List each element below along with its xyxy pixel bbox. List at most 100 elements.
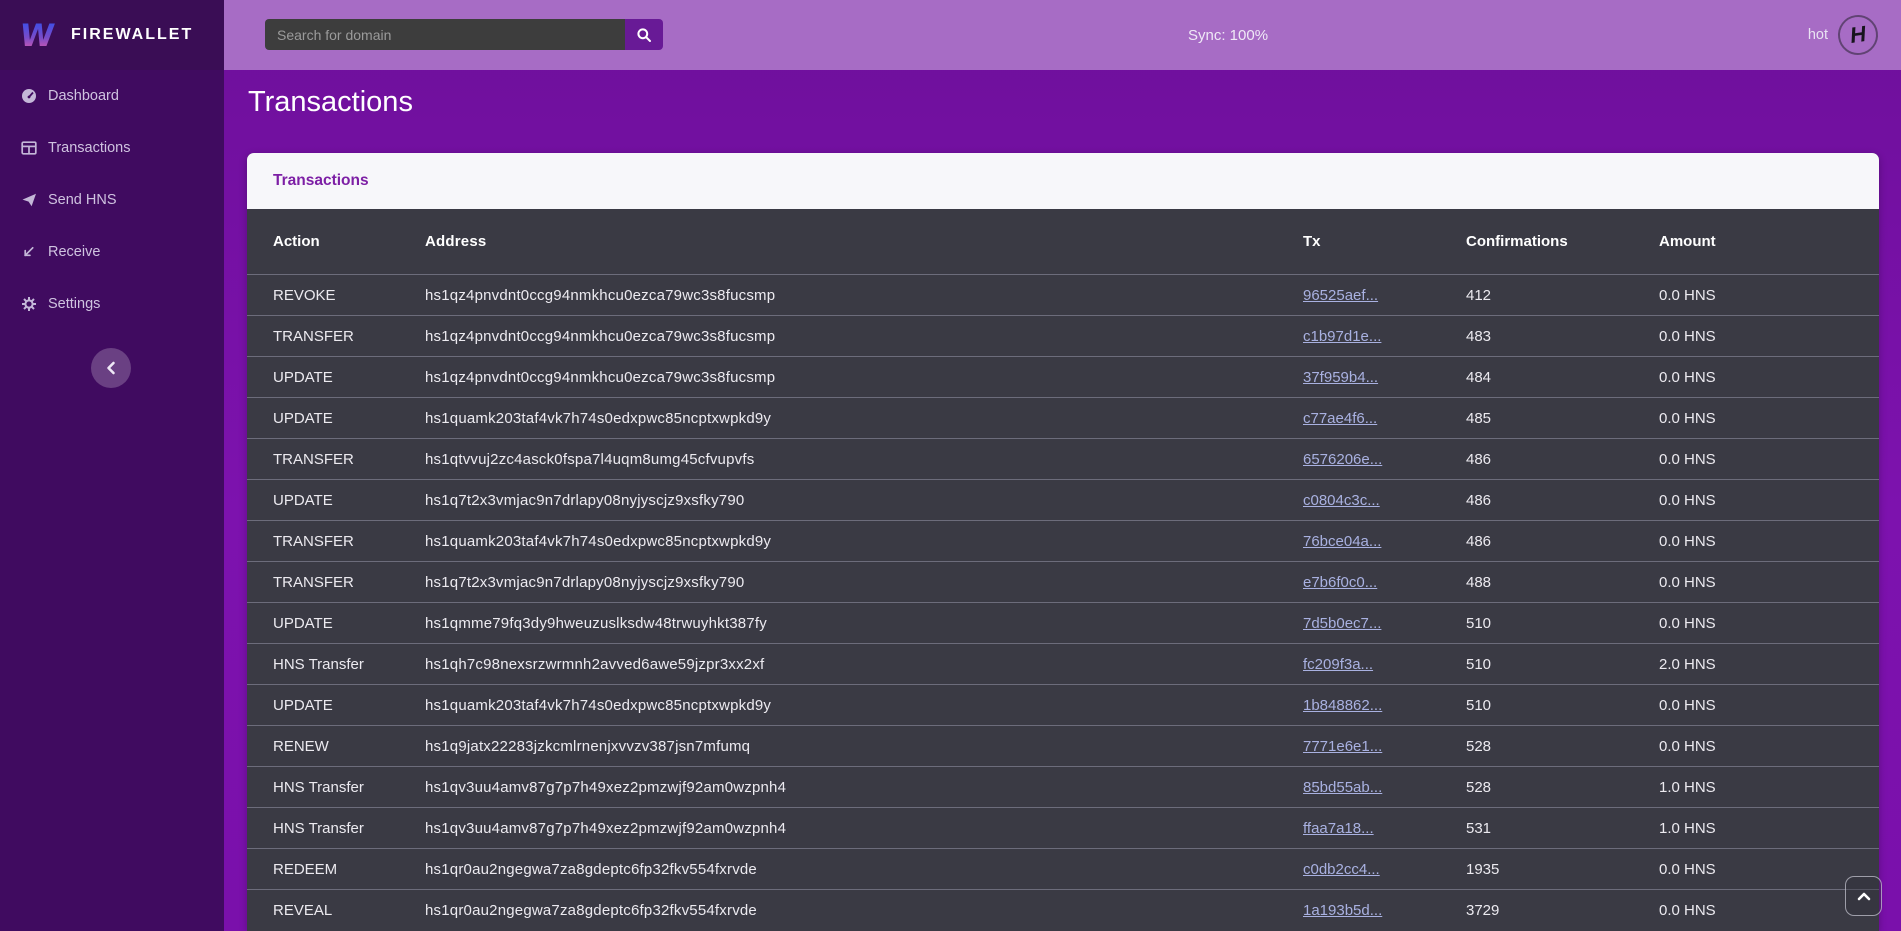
- table-row: HNS Transfer hs1qh7c98nexsrzwrmnh2avved6…: [247, 643, 1879, 684]
- action-cell: HNS Transfer: [273, 655, 364, 673]
- action-cell: UPDATE: [273, 409, 333, 427]
- firewallet-w-logo-icon: W: [18, 17, 58, 53]
- sidebar-item-receive[interactable]: Receive: [0, 226, 224, 278]
- scroll-to-top-button[interactable]: [1845, 876, 1882, 916]
- confirmations-cell: 1935: [1466, 860, 1500, 878]
- tx-cell: c77ae4f6...: [1303, 410, 1466, 427]
- sidebar-item-transactions[interactable]: Transactions: [0, 122, 224, 174]
- brand-logo[interactable]: W FIREWALLET: [0, 0, 224, 70]
- tx-link[interactable]: fc209f3a...: [1303, 655, 1374, 673]
- tx-link[interactable]: e7b6f0c0...: [1303, 573, 1378, 591]
- address-cell: hs1q7t2x3vmjac9n7drlapy08nyjyscjz9xsfky7…: [425, 573, 745, 591]
- sidebar-item-label: Receive: [48, 244, 101, 260]
- action-cell: UPDATE: [273, 696, 333, 714]
- amount-cell: 0.0 HNS: [1659, 573, 1716, 591]
- send-icon: [20, 192, 37, 209]
- table-row: HNS Transfer hs1qv3uu4amv87g7p7h49xez2pm…: [247, 807, 1879, 848]
- amount-cell: 2.0 HNS: [1659, 655, 1716, 673]
- sync-status: Sync: 100%: [1188, 26, 1269, 44]
- confirmations-cell: 486: [1466, 450, 1492, 468]
- sidebar-item-send-hns[interactable]: Send HNS: [0, 174, 224, 226]
- address-cell: hs1qh7c98nexsrzwrmnh2avved6awe59jzpr3xx2…: [425, 655, 765, 673]
- table-row: REVOKE hs1qz4pnvdnt0ccg94nmkhcu0ezca79wc…: [247, 274, 1879, 315]
- action-cell: HNS Transfer: [273, 819, 364, 837]
- column-header-confirmations: Confirmations: [1466, 233, 1568, 250]
- address-cell: hs1q7t2x3vmjac9n7drlapy08nyjyscjz9xsfky7…: [425, 491, 745, 509]
- sidebar-item-label: Dashboard: [48, 88, 119, 104]
- handshake-icon[interactable]: H: [1835, 12, 1881, 58]
- tx-link[interactable]: 85bd55ab...: [1303, 778, 1383, 796]
- action-cell: TRANSFER: [273, 327, 354, 345]
- tx-link[interactable]: 6576206e...: [1303, 450, 1383, 468]
- column-header-amount: Amount: [1659, 233, 1716, 250]
- confirmations-cell: 3729: [1466, 901, 1500, 919]
- address-cell: hs1q9jatx22283jzkcmlrnenjxvvzv387jsn7mfu…: [425, 737, 751, 755]
- tx-cell: 76bce04a...: [1303, 533, 1466, 550]
- search-button[interactable]: [625, 19, 663, 50]
- topbar: Sync: 100% hot H: [224, 0, 1901, 70]
- sidebar: W FIREWALLET Dashboard: [0, 0, 224, 931]
- confirmations-cell: 528: [1466, 737, 1492, 755]
- tx-cell: 7d5b0ec7...: [1303, 615, 1466, 632]
- address-cell: hs1quamk203taf4vk7h74s0edxpwc85ncptxwpkd…: [425, 696, 772, 714]
- amount-cell: 0.0 HNS: [1659, 491, 1716, 509]
- address-cell: hs1qv3uu4amv87g7p7h49xez2pmzwjf92am0wzpn…: [425, 819, 787, 837]
- search-input[interactable]: [265, 19, 625, 50]
- tx-link[interactable]: ffaa7a18...: [1303, 819, 1374, 837]
- tx-cell: ffaa7a18...: [1303, 820, 1466, 837]
- action-cell: TRANSFER: [273, 573, 354, 591]
- tx-link[interactable]: 7771e6e1...: [1303, 737, 1383, 755]
- table-row: UPDATE hs1quamk203taf4vk7h74s0edxpwc85nc…: [247, 684, 1879, 725]
- gear-icon: [20, 296, 37, 313]
- confirmations-cell: 531: [1466, 819, 1492, 837]
- sidebar-item-label: Transactions: [48, 140, 131, 156]
- sidebar-item-label: Settings: [48, 296, 101, 312]
- table-row: TRANSFER hs1qtvvuj2zc4asck0fspa7l4uqm8um…: [247, 438, 1879, 479]
- action-cell: TRANSFER: [273, 532, 354, 550]
- search-icon: [636, 27, 652, 43]
- action-cell: RENEW: [273, 737, 329, 755]
- tx-link[interactable]: 96525aef...: [1303, 286, 1379, 304]
- sidebar-collapse-button[interactable]: [91, 348, 131, 388]
- tx-link[interactable]: c0db2cc4...: [1303, 860, 1380, 878]
- main-area: Sync: 100% hot H Transactions Transactio…: [224, 0, 1901, 931]
- action-cell: UPDATE: [273, 614, 333, 632]
- sidebar-item-settings[interactable]: Settings: [0, 278, 224, 330]
- tx-link[interactable]: 1b848862...: [1303, 696, 1383, 714]
- brand-name: FIREWALLET: [71, 26, 194, 43]
- address-cell: hs1qtvvuj2zc4asck0fspa7l4uqm8umg45cfvupv…: [425, 450, 755, 468]
- action-cell: UPDATE: [273, 491, 333, 509]
- tx-link[interactable]: c77ae4f6...: [1303, 409, 1378, 427]
- column-header-address: Address: [425, 233, 487, 250]
- amount-cell: 0.0 HNS: [1659, 327, 1716, 345]
- amount-cell: 0.0 HNS: [1659, 696, 1716, 714]
- amount-cell: 0.0 HNS: [1659, 860, 1716, 878]
- page-title: Transactions: [248, 86, 413, 118]
- confirmations-cell: 510: [1466, 614, 1492, 632]
- sidebar-nav: Dashboard Transactions S: [0, 70, 224, 330]
- table-row: TRANSFER hs1qz4pnvdnt0ccg94nmkhcu0ezca79…: [247, 315, 1879, 356]
- amount-cell: 1.0 HNS: [1659, 819, 1716, 837]
- tx-cell: 85bd55ab...: [1303, 779, 1466, 796]
- address-cell: hs1qmme79fq3dy9hweuzuslksdw48trwuyhkt387…: [425, 614, 767, 632]
- tx-cell: 7771e6e1...: [1303, 738, 1466, 755]
- tx-link[interactable]: 7d5b0ec7...: [1303, 614, 1382, 632]
- confirmations-cell: 486: [1466, 491, 1492, 509]
- amount-cell: 0.0 HNS: [1659, 286, 1716, 304]
- tx-link[interactable]: c1b97d1e...: [1303, 327, 1382, 345]
- table-body: REVOKE hs1qz4pnvdnt0ccg94nmkhcu0ezca79wc…: [247, 274, 1879, 930]
- tx-link[interactable]: c0804c3c...: [1303, 491, 1380, 509]
- confirmations-cell: 510: [1466, 696, 1492, 714]
- table-row: TRANSFER hs1q7t2x3vmjac9n7drlapy08nyjysc…: [247, 561, 1879, 602]
- tx-link[interactable]: 1a193b5d...: [1303, 901, 1383, 919]
- sidebar-item-label: Send HNS: [48, 192, 117, 208]
- tx-link[interactable]: 76bce04a...: [1303, 532, 1382, 550]
- table-row: UPDATE hs1quamk203taf4vk7h74s0edxpwc85nc…: [247, 397, 1879, 438]
- tx-cell: 96525aef...: [1303, 287, 1466, 304]
- amount-cell: 0.0 HNS: [1659, 737, 1716, 755]
- amount-cell: 0.0 HNS: [1659, 614, 1716, 632]
- confirmations-cell: 483: [1466, 327, 1492, 345]
- tx-cell: fc209f3a...: [1303, 656, 1466, 673]
- sidebar-item-dashboard[interactable]: Dashboard: [0, 70, 224, 122]
- tx-link[interactable]: 37f959b4...: [1303, 368, 1379, 386]
